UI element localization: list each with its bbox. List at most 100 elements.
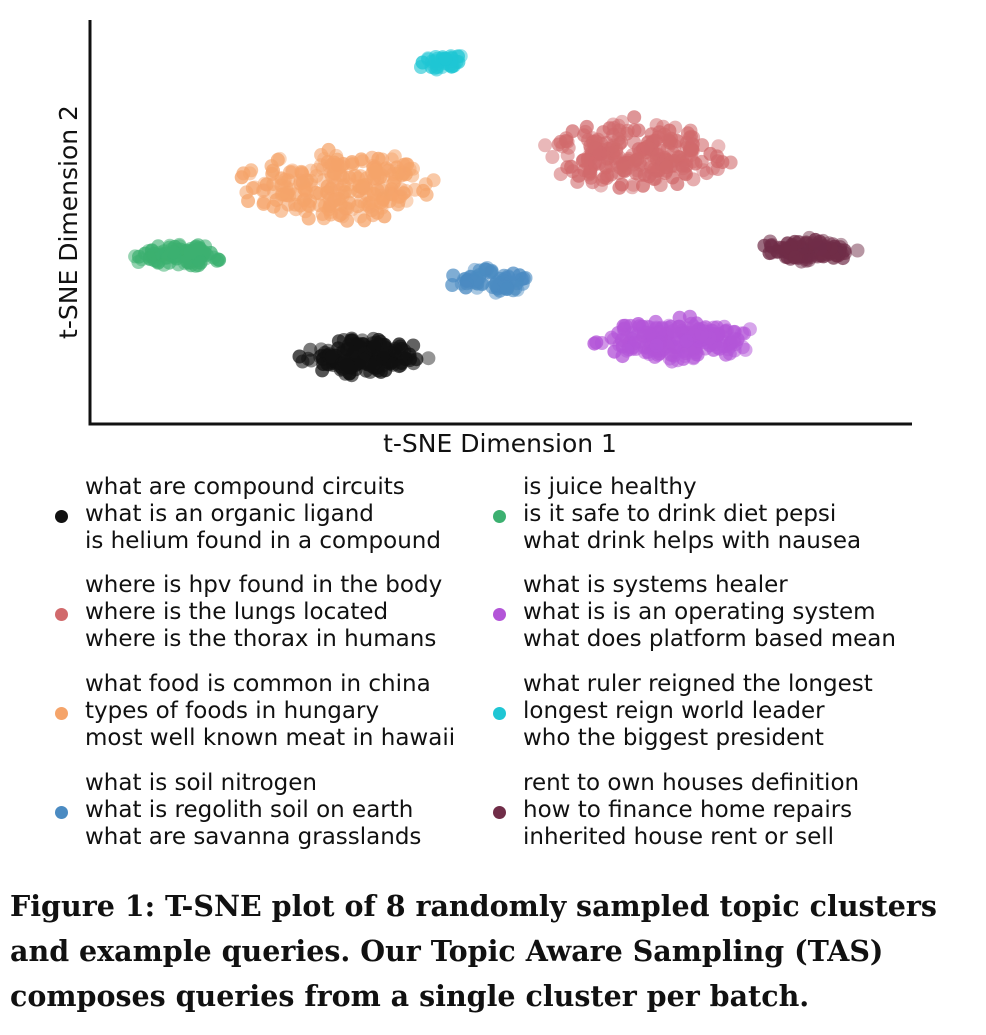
cluster-8-point: [850, 243, 865, 258]
cluster-3-point: [257, 183, 271, 198]
cluster-3-point: [426, 173, 441, 188]
cluster-1-point: [368, 335, 383, 350]
legend-queries: rent to own houses definition how to fina…: [523, 770, 928, 851]
legend-marker: [493, 806, 506, 819]
example-query: how to finance home repairs: [523, 797, 853, 823]
cluster-3-point: [285, 163, 300, 178]
cluster-8-point: [808, 232, 823, 247]
cluster-6-point: [727, 331, 742, 346]
cluster-7-point: [438, 51, 453, 66]
cluster-3-point: [373, 195, 388, 210]
cluster-1-point: [357, 346, 372, 361]
cluster-6-point: [607, 344, 622, 359]
tsne-scatter-plot: t-SNE Dimension 1 t-SNE Dimension 2: [54, 20, 912, 458]
cluster-2-point: [636, 178, 650, 193]
cluster-2-point: [615, 114, 629, 129]
cluster-6-point: [664, 347, 679, 362]
cluster-3-point: [293, 173, 308, 188]
cluster-3-point: [407, 182, 422, 197]
example-query: what is soil nitrogen: [85, 770, 317, 796]
cluster-8-point: [801, 253, 816, 268]
cluster-8-point: [762, 246, 777, 261]
cluster-5-point: [142, 251, 157, 265]
example-query: where is hpv found in the body: [85, 572, 443, 598]
legend-item: what is systems healer what is is an oper…: [493, 568, 933, 658]
cluster-3-point: [256, 183, 270, 198]
cluster-6-point: [649, 338, 664, 353]
cluster-4-point: [458, 280, 473, 295]
figure-caption: Figure 1: T-SNE plot of 8 randomly sampl…: [10, 889, 937, 1013]
cluster-3-point: [375, 152, 390, 167]
example-query: what is systems healer: [523, 572, 788, 598]
cluster-6-point: [676, 351, 691, 366]
cluster-2-point: [588, 141, 603, 156]
cluster-2-point: [683, 123, 698, 138]
cluster-3-point: [244, 163, 259, 178]
example-query: what ruler reigned the longest: [523, 671, 873, 697]
scatter-points: [128, 49, 865, 383]
example-query: what are compound circuits: [85, 474, 405, 500]
cluster-5-point: [147, 247, 162, 262]
cluster-1-point: [325, 349, 340, 364]
cluster-2-point: [620, 123, 635, 138]
cluster-7-point: [415, 55, 430, 70]
cluster-2-point: [653, 178, 668, 192]
cluster-6-point: [679, 334, 694, 349]
legend: what are compound circuits what is an org…: [0, 470, 986, 860]
legend-queries: what is systems healer what is is an oper…: [523, 572, 928, 653]
cluster-6-point: [647, 349, 662, 364]
legend-item: is juice healthy is it safe to drink diet…: [493, 470, 933, 560]
legend-item: rent to own houses definition how to fina…: [493, 766, 933, 856]
cluster-6-point: [631, 317, 646, 331]
cluster-5-point: [183, 245, 198, 260]
legend-marker: [55, 707, 68, 720]
cluster-3-point: [406, 161, 420, 176]
cluster-3-point: [342, 184, 357, 199]
cluster-3-point: [277, 187, 292, 202]
legend-marker: [493, 608, 506, 621]
cluster-2-point: [599, 171, 614, 186]
example-query: what drink helps with nausea: [523, 528, 862, 554]
cluster-3-point: [301, 198, 316, 213]
cluster-6-point: [619, 343, 634, 358]
cluster-2-point: [649, 118, 664, 133]
cluster-6-point: [666, 323, 681, 338]
legend-queries: where is hpv found in the body where is t…: [85, 572, 490, 653]
legend-marker: [55, 510, 68, 523]
cluster-1-point: [365, 359, 380, 374]
cluster-2-point: [615, 156, 630, 171]
cluster-8-point: [788, 250, 803, 265]
example-query: rent to own houses definition: [523, 770, 860, 796]
cluster-6-point: [684, 316, 699, 331]
cluster-2-point: [612, 180, 627, 195]
cluster-2-point: [686, 172, 701, 187]
cluster-2-point: [627, 110, 642, 125]
legend-item: what ruler reigned the longest longest re…: [493, 667, 933, 757]
cluster-2-point: [637, 167, 652, 182]
legend-queries: what is soil nitrogen what is regolith so…: [85, 770, 490, 851]
cluster-4-point: [515, 276, 530, 291]
cluster-3-point: [394, 182, 408, 197]
example-query: what are savanna grasslands: [85, 824, 422, 850]
legend-item: what is soil nitrogen what is regolith so…: [55, 766, 495, 856]
cluster-2-point: [640, 140, 655, 155]
cluster-5-point: [131, 255, 146, 269]
cluster-7-point: [438, 51, 453, 66]
cluster-8-point: [816, 249, 831, 264]
example-query: most well known meat in hawaii: [85, 725, 456, 751]
cluster-3-point: [330, 157, 345, 172]
cluster-3-point: [381, 163, 396, 178]
cluster-6-point: [652, 325, 667, 340]
cluster-2-point: [592, 156, 606, 171]
cluster-3-point: [355, 154, 370, 169]
cluster-2-point: [711, 139, 726, 154]
legend-marker: [493, 707, 506, 720]
example-query: inherited house rent or sell: [523, 824, 835, 850]
cluster-2-point: [631, 123, 646, 138]
cluster-1-point: [340, 358, 355, 372]
cluster-3-point: [351, 171, 366, 186]
cluster-3-point: [316, 211, 331, 226]
cluster-1-point: [388, 343, 403, 358]
cluster-1-point: [392, 359, 407, 374]
cluster-7-point: [435, 50, 450, 65]
